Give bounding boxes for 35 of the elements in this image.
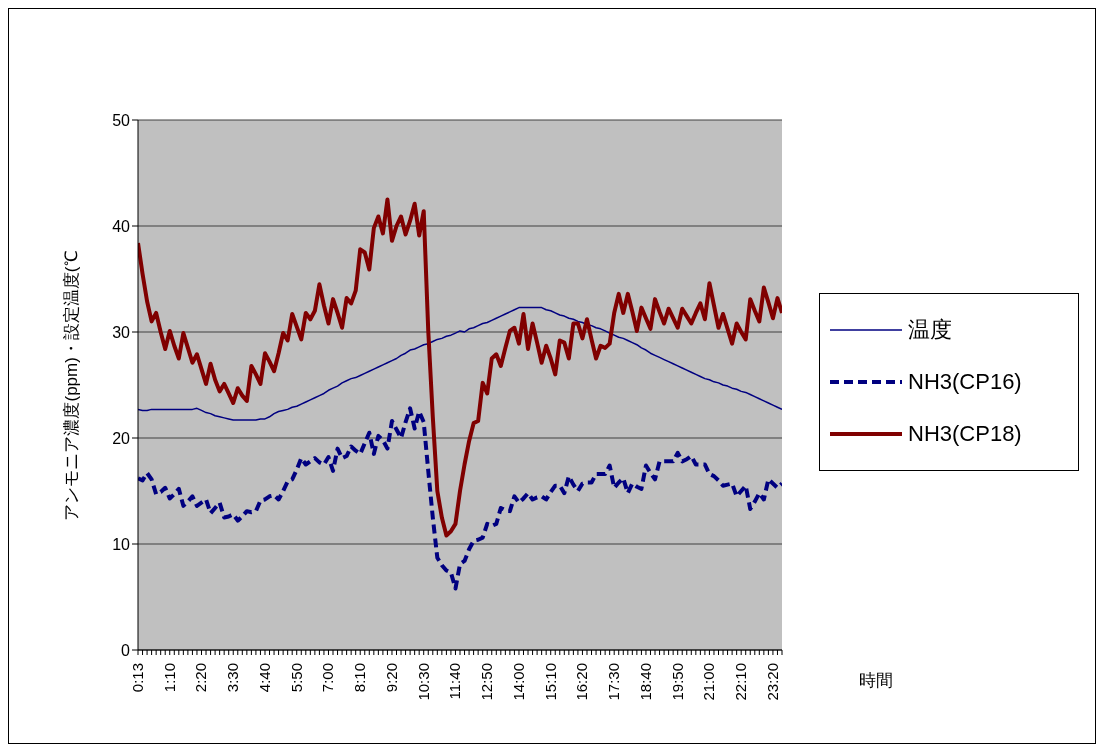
legend-label: NH3(CP16): [908, 369, 1022, 395]
y-tick-label: 0: [121, 641, 131, 659]
x-tick-label: 18:40: [636, 663, 654, 701]
x-tick-label: 16:20: [573, 663, 591, 701]
x-tick-label: 21:00: [700, 663, 718, 701]
y-tick-label: 30: [112, 323, 131, 341]
y-tick-label: 10: [112, 535, 131, 553]
legend-label: NH3(CP18): [908, 421, 1022, 447]
x-tick-label: 8:10: [351, 663, 369, 693]
x-tick-label: 7:00: [319, 663, 337, 693]
x-tick-label: 5:50: [287, 663, 305, 693]
x-tick-label: 9:20: [382, 663, 400, 693]
legend-label: 温度: [908, 316, 952, 344]
x-tick-label: 19:50: [668, 663, 686, 701]
x-tick-label: 11:40: [446, 663, 464, 700]
line-series: [138, 306, 782, 421]
x-tick-label: 12:50: [478, 663, 496, 701]
line-series: [138, 197, 782, 538]
x-tick-label: 0:13: [129, 663, 146, 693]
x-tick-label: 14:00: [509, 663, 527, 701]
x-tick-label: 4:40: [255, 663, 273, 693]
x-tick-label: 10:30: [414, 663, 432, 701]
x-tick-label: 2:20: [192, 663, 210, 693]
line-series: [138, 406, 782, 591]
x-tick-label: 3:30: [224, 663, 242, 693]
y-tick-label: 50: [112, 111, 131, 129]
x-axis-title: 時間: [859, 670, 893, 692]
x-tick-label: 17:30: [605, 663, 623, 701]
x-tick-label: 22:10: [732, 663, 750, 701]
y-tick-label: 20: [112, 429, 131, 447]
x-tick-label: 23:20: [763, 663, 781, 701]
x-tick-label: 15:10: [541, 663, 559, 701]
y-tick-label: 40: [112, 217, 131, 235]
y-axis-title: アンモニア濃度(ppm)・設定温度(℃: [60, 249, 82, 521]
x-tick-label: 1:10: [160, 663, 178, 693]
